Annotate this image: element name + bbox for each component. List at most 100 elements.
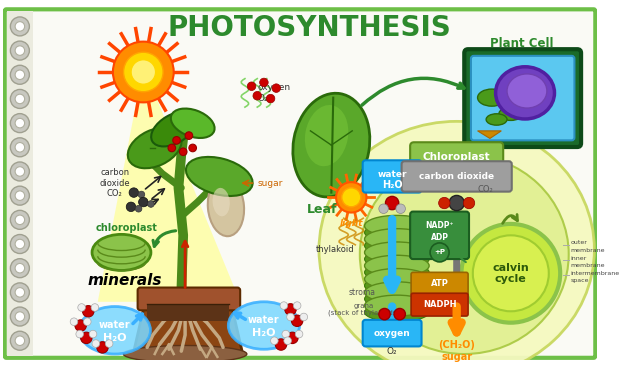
Circle shape <box>15 22 24 31</box>
Ellipse shape <box>507 74 547 108</box>
Circle shape <box>260 78 268 87</box>
Circle shape <box>280 302 288 309</box>
Circle shape <box>75 320 86 331</box>
Circle shape <box>379 204 388 213</box>
Circle shape <box>15 118 24 128</box>
Text: H₂O: H₂O <box>252 328 275 338</box>
Text: sugar: sugar <box>257 178 283 188</box>
Polygon shape <box>98 66 240 302</box>
FancyBboxPatch shape <box>411 293 468 316</box>
Circle shape <box>89 330 97 338</box>
Text: minerals: minerals <box>87 273 162 288</box>
Text: +P: +P <box>434 249 445 255</box>
Ellipse shape <box>305 105 348 166</box>
Circle shape <box>295 330 303 338</box>
Circle shape <box>266 94 275 103</box>
FancyBboxPatch shape <box>471 56 575 140</box>
Circle shape <box>81 332 92 344</box>
Ellipse shape <box>478 89 506 106</box>
FancyBboxPatch shape <box>411 272 468 295</box>
Circle shape <box>15 167 24 176</box>
Ellipse shape <box>92 234 151 270</box>
Ellipse shape <box>80 306 150 354</box>
Text: (CH₂O)
sugar: (CH₂O) sugar <box>438 340 475 362</box>
FancyBboxPatch shape <box>7 11 33 356</box>
Circle shape <box>272 84 280 92</box>
Circle shape <box>70 318 78 325</box>
Ellipse shape <box>364 303 429 322</box>
FancyBboxPatch shape <box>362 320 421 347</box>
Circle shape <box>11 234 29 253</box>
Circle shape <box>336 182 366 213</box>
Polygon shape <box>147 304 228 321</box>
Text: thylakoid: thylakoid <box>316 245 354 254</box>
Circle shape <box>473 235 549 311</box>
Text: intermembrane: intermembrane <box>571 271 620 276</box>
Text: water: water <box>248 315 280 325</box>
Text: NADPH: NADPH <box>423 300 456 309</box>
Circle shape <box>138 191 145 198</box>
Circle shape <box>11 307 29 326</box>
Text: oxygen: oxygen <box>374 329 411 338</box>
Text: membrane: membrane <box>571 263 605 268</box>
Text: Plant Cell: Plant Cell <box>490 37 554 50</box>
Text: carbon dioxide: carbon dioxide <box>419 172 495 181</box>
FancyBboxPatch shape <box>138 288 240 310</box>
Circle shape <box>15 191 24 200</box>
Circle shape <box>292 315 303 326</box>
Circle shape <box>76 330 83 338</box>
Circle shape <box>300 313 307 321</box>
Ellipse shape <box>364 289 429 308</box>
Circle shape <box>11 138 29 157</box>
Circle shape <box>11 41 29 60</box>
Text: carbon
dioxide
CO₂: carbon dioxide CO₂ <box>100 168 130 198</box>
Circle shape <box>287 332 298 344</box>
Text: PHOTOSYNTHESIS: PHOTOSYNTHESIS <box>168 14 451 42</box>
Circle shape <box>126 202 136 211</box>
Polygon shape <box>478 131 501 138</box>
Circle shape <box>148 201 154 207</box>
Circle shape <box>83 306 94 317</box>
Ellipse shape <box>293 93 370 197</box>
Circle shape <box>97 342 108 353</box>
Circle shape <box>15 142 24 152</box>
FancyBboxPatch shape <box>410 142 503 173</box>
Circle shape <box>15 94 24 104</box>
Text: ATP: ATP <box>431 279 448 288</box>
Ellipse shape <box>364 223 429 242</box>
Circle shape <box>15 263 24 273</box>
Text: O₂: O₂ <box>387 347 398 356</box>
Circle shape <box>15 70 24 79</box>
Ellipse shape <box>364 242 429 263</box>
Text: space: space <box>571 278 589 283</box>
Text: ADP: ADP <box>431 233 449 242</box>
Circle shape <box>430 243 449 262</box>
Ellipse shape <box>186 157 253 196</box>
Circle shape <box>386 196 399 210</box>
Circle shape <box>15 215 24 224</box>
Ellipse shape <box>364 255 429 276</box>
Text: NADP⁺: NADP⁺ <box>425 221 454 230</box>
Circle shape <box>294 302 301 309</box>
Text: Chloroplast: Chloroplast <box>423 152 491 162</box>
Text: H₂O: H₂O <box>103 333 126 343</box>
Circle shape <box>78 304 85 311</box>
Ellipse shape <box>486 114 507 125</box>
Circle shape <box>11 89 29 108</box>
Circle shape <box>135 206 142 212</box>
Circle shape <box>138 197 148 207</box>
Circle shape <box>247 82 256 91</box>
Circle shape <box>394 308 406 320</box>
Text: water: water <box>99 319 131 329</box>
Ellipse shape <box>364 236 429 255</box>
Ellipse shape <box>228 302 299 349</box>
Text: oxygen
O₂: oxygen O₂ <box>257 83 290 102</box>
Circle shape <box>83 318 91 325</box>
Text: CO₂: CO₂ <box>477 185 493 194</box>
Circle shape <box>282 330 290 338</box>
Text: stroma: stroma <box>348 288 375 297</box>
Ellipse shape <box>364 216 429 236</box>
Text: chloroplast: chloroplast <box>95 223 157 233</box>
Circle shape <box>285 304 296 315</box>
Circle shape <box>11 17 29 36</box>
